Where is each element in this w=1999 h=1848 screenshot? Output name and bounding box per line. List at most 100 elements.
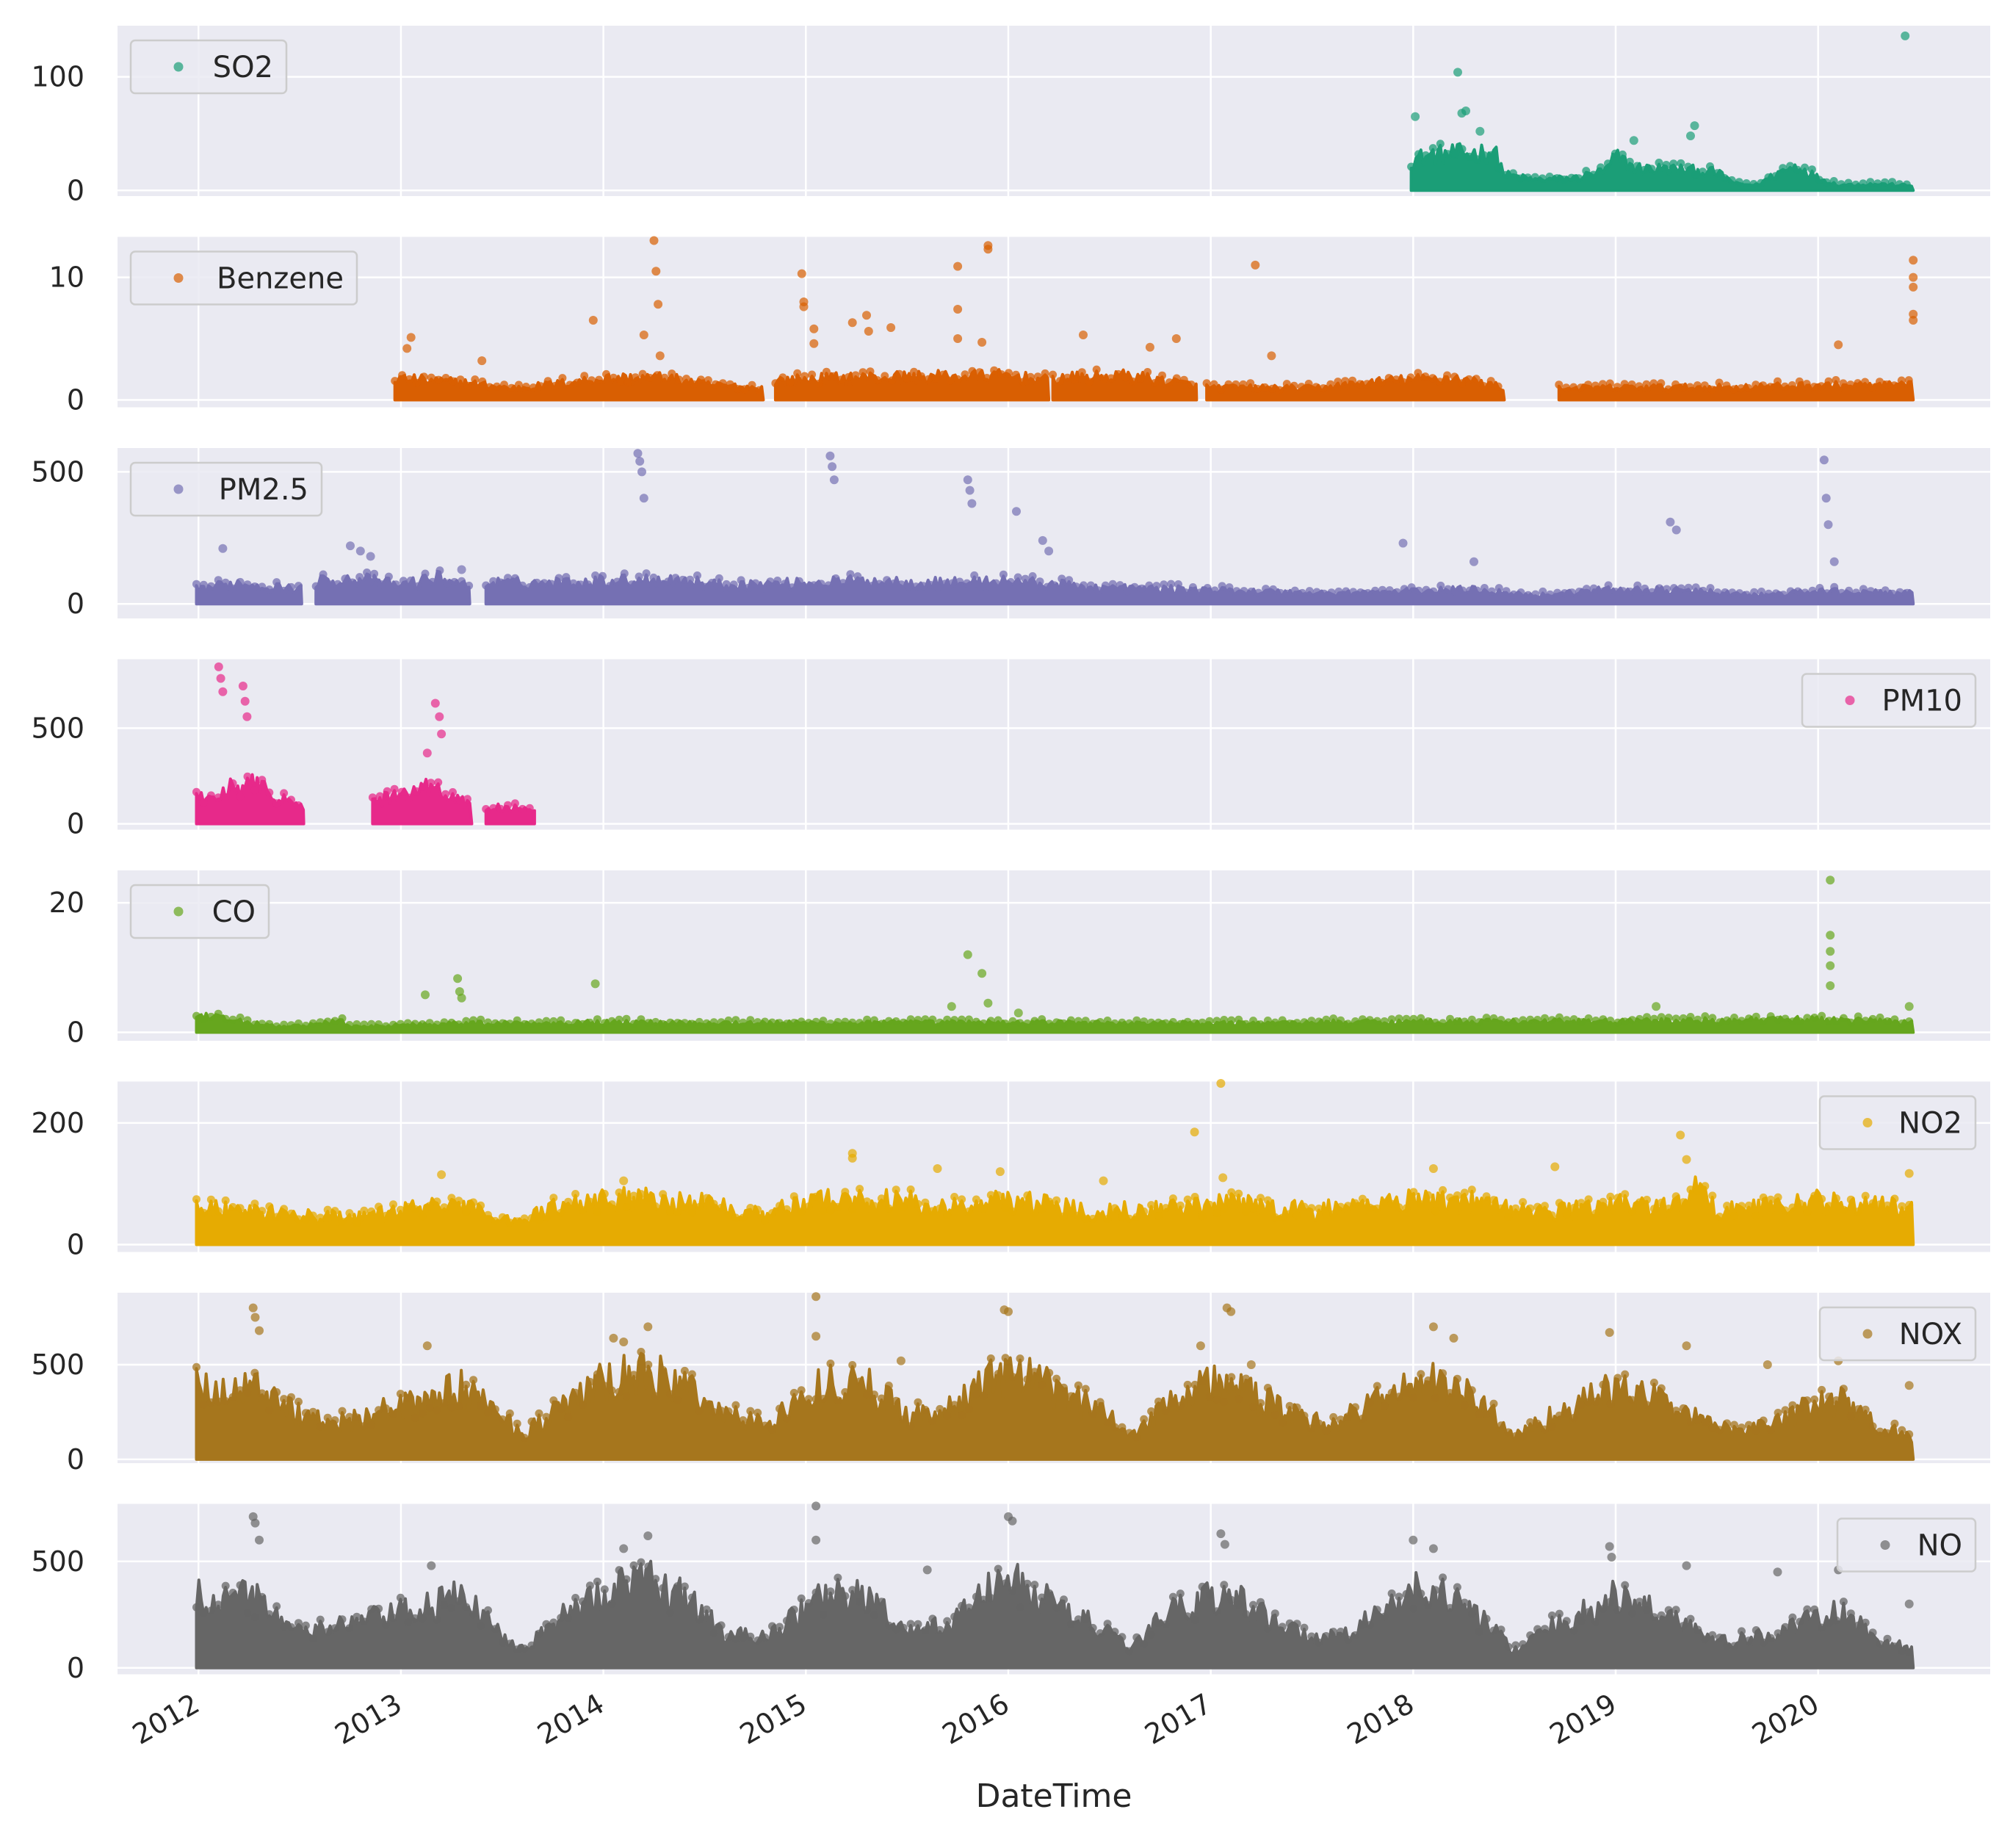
data-point — [1373, 1017, 1381, 1025]
y-tick-label: 500 — [31, 1349, 84, 1381]
data-point — [554, 574, 563, 582]
data-point — [1898, 1202, 1906, 1210]
data-point — [673, 1019, 682, 1028]
data-point — [1358, 1015, 1367, 1024]
data-point — [1802, 380, 1811, 389]
data-point — [250, 1020, 259, 1029]
data-point — [1103, 1017, 1112, 1025]
data-point — [768, 1209, 776, 1218]
data-point — [870, 1611, 878, 1620]
data-point — [1052, 1374, 1061, 1383]
data-point — [1351, 1631, 1359, 1639]
data-point — [1276, 588, 1284, 597]
data-point — [883, 576, 892, 585]
data-point — [1707, 386, 1716, 394]
data-point — [505, 1639, 514, 1648]
data-point — [1621, 1017, 1630, 1026]
data-point — [206, 1012, 215, 1021]
data-point — [679, 575, 687, 584]
data-point-outlier — [1821, 494, 1831, 503]
data-point — [1803, 1396, 1812, 1405]
data-point — [1270, 1411, 1279, 1419]
data-point — [819, 1611, 828, 1620]
data-point — [914, 1620, 922, 1628]
data-point — [1429, 587, 1438, 596]
data-point — [1693, 1625, 1702, 1634]
data-point — [1041, 369, 1049, 378]
data-point — [510, 574, 519, 582]
data-point — [1038, 1381, 1047, 1390]
data-point — [834, 1396, 842, 1404]
data-point — [1220, 1016, 1229, 1024]
data-point — [1685, 383, 1694, 391]
series-PM10-band — [192, 772, 536, 826]
data-point — [316, 1422, 325, 1431]
data-point — [740, 385, 749, 394]
data-point — [579, 1597, 587, 1606]
data-point — [1539, 587, 1547, 596]
data-point — [389, 1410, 397, 1418]
data-point-outlier — [477, 356, 487, 366]
data-point — [1730, 1014, 1738, 1022]
data-point — [518, 804, 527, 813]
data-point — [287, 795, 295, 804]
data-point — [536, 382, 545, 391]
data-point-outlier — [1461, 107, 1470, 115]
data-point — [1873, 179, 1882, 188]
data-point — [287, 1623, 295, 1631]
data-point — [1825, 1017, 1834, 1025]
data-point — [353, 1413, 361, 1422]
data-point — [744, 583, 753, 592]
data-point — [866, 367, 875, 376]
data-point — [979, 1595, 988, 1604]
data-point — [1402, 1204, 1411, 1213]
data-point — [585, 1197, 594, 1206]
legend-label: Benzene — [217, 262, 344, 296]
data-point — [1555, 380, 1564, 389]
data-point — [1458, 145, 1467, 154]
data-point — [948, 579, 957, 588]
data-point — [644, 1194, 653, 1202]
data-point — [1167, 580, 1176, 588]
data-point — [856, 1598, 864, 1606]
data-point-outlier — [1605, 1542, 1614, 1551]
data-point — [1561, 589, 1569, 598]
data-point — [746, 1016, 755, 1025]
data-point-outlier — [1190, 1127, 1199, 1137]
data-point — [1453, 1374, 1461, 1383]
data-point — [1011, 370, 1020, 379]
data-point — [455, 1597, 463, 1606]
data-point — [1599, 1015, 1608, 1024]
data-point — [294, 801, 303, 809]
data-point — [1779, 591, 1787, 599]
data-point — [1730, 1421, 1738, 1429]
data-point-outlier — [250, 1518, 260, 1528]
data-point — [664, 577, 673, 586]
data-point — [1094, 586, 1102, 595]
data-point-outlier — [886, 323, 896, 332]
data-point — [1854, 1405, 1862, 1414]
data-point-outlier — [1004, 1307, 1013, 1316]
data-point — [1074, 1211, 1082, 1220]
data-point — [811, 1395, 820, 1404]
data-point — [746, 1407, 755, 1415]
data-point — [308, 1211, 317, 1220]
data-point — [804, 1019, 813, 1028]
data-point — [1021, 574, 1030, 583]
data-point — [673, 1582, 682, 1591]
data-point — [1293, 1620, 1301, 1628]
data-point-outlier — [437, 729, 447, 739]
data-point-outlier — [1826, 876, 1835, 885]
data-point — [1315, 1017, 1323, 1026]
data-point — [1641, 584, 1649, 593]
data-point — [493, 382, 502, 391]
data-point — [1414, 150, 1423, 159]
data-point — [1465, 152, 1474, 161]
data-point — [1526, 1631, 1535, 1639]
data-point — [1263, 1017, 1272, 1025]
data-point — [206, 582, 215, 591]
legend-label: NO — [1917, 1529, 1962, 1563]
data-point-outlier — [1686, 131, 1695, 140]
data-point — [651, 1017, 660, 1026]
legend-PM10: PM10 — [1801, 673, 1977, 728]
